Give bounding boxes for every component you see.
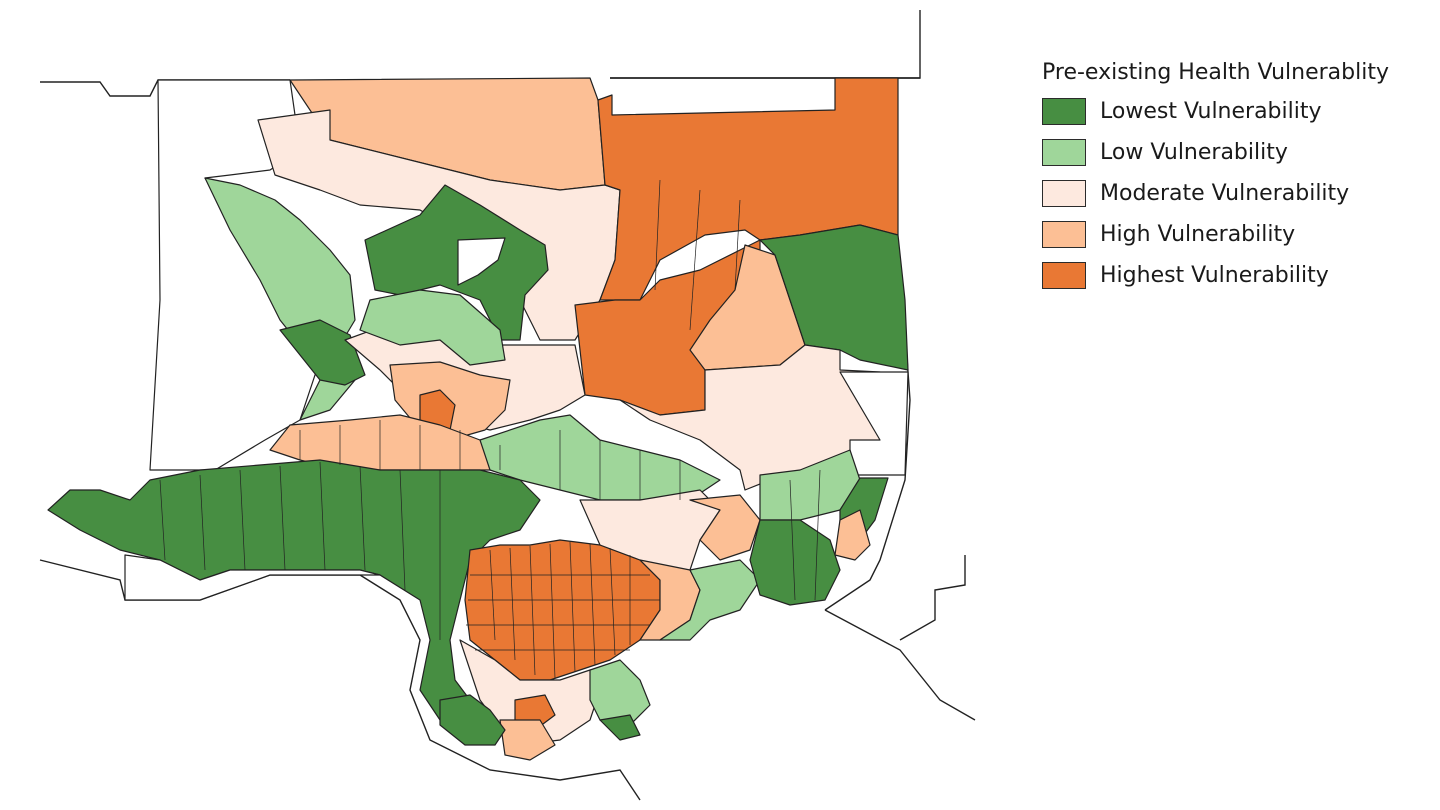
region-west-lowest	[279, 319, 366, 386]
legend-swatch-low	[1042, 139, 1086, 166]
legend-swatch-lowest	[1042, 98, 1086, 125]
legend-label-high: High Vulnerability	[1100, 222, 1296, 247]
region-south-lowest-east	[599, 714, 641, 741]
legend-item-low: Low Vulnerability	[1042, 132, 1389, 173]
region-east-cluster-high	[689, 494, 761, 561]
region-peninsula-lowest	[439, 694, 506, 746]
legend-swatch-highest	[1042, 262, 1086, 289]
legend-label-moderate: Moderate Vulnerability	[1100, 181, 1350, 206]
legend-title: Pre-existing Health Vulnerablity	[1042, 60, 1389, 85]
region-east-edge-high	[834, 509, 871, 561]
region-coastal-white	[124, 554, 381, 601]
legend-label-lowest: Lowest Vulnerability	[1100, 99, 1322, 124]
legend-swatch-high	[1042, 221, 1086, 248]
legend-item-highest: Highest Vulnerability	[1042, 255, 1389, 296]
region-south-low	[589, 659, 651, 726]
region-south-high	[499, 719, 556, 761]
region-southeast-low	[659, 559, 761, 641]
legend-item-lowest: Lowest Vulnerability	[1042, 91, 1389, 132]
legend-item-high: High Vulnerability	[1042, 214, 1389, 255]
legend-item-moderate: Moderate Vulnerability	[1042, 173, 1389, 214]
legend-label-highest: Highest Vulnerability	[1100, 263, 1329, 288]
tract-divisions	[159, 179, 821, 679]
region-east-lowest	[759, 224, 909, 371]
region-northeast-highest	[597, 77, 899, 301]
region-east-unrated	[839, 371, 909, 476]
region-central-low	[359, 289, 506, 366]
map-legend: Pre-existing Health Vulnerablity Lowest …	[1042, 60, 1389, 296]
region-white-notch	[457, 237, 506, 286]
legend-swatch-moderate	[1042, 180, 1086, 207]
legend-label-low: Low Vulnerability	[1100, 140, 1288, 165]
region-southeast-moderate	[579, 489, 721, 581]
